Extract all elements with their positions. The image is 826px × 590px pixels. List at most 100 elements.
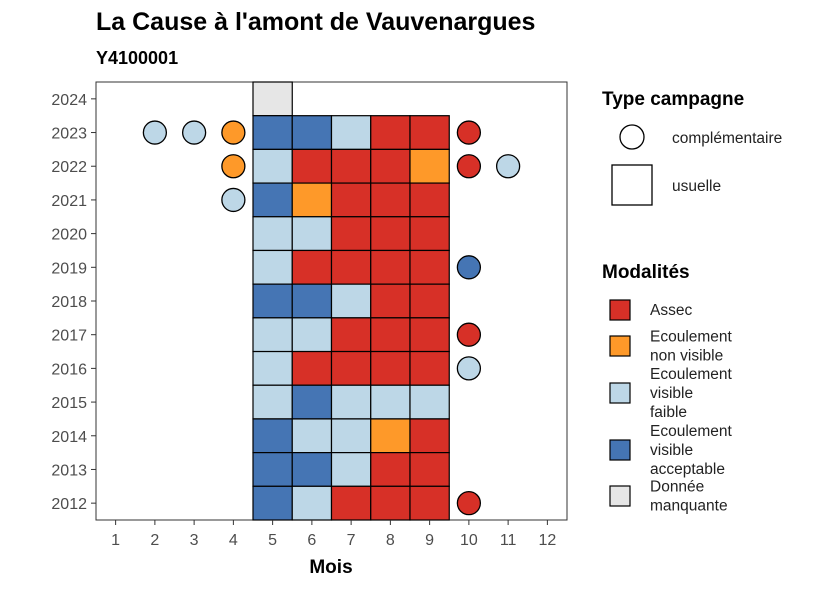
- x-tick-label: 1: [111, 532, 120, 549]
- legend-swatch: [609, 335, 631, 357]
- x-tick-label: 11: [500, 532, 517, 549]
- legend-type-campagne: Type campagne complémentaire usuelle: [602, 89, 782, 206]
- tile-2020-8: [370, 216, 411, 252]
- legend-type-title: Type campagne: [602, 89, 744, 110]
- legend-label: Ecoulement non visible: [650, 329, 733, 365]
- tile-2020-7: [330, 216, 372, 252]
- complementaire-points: [142, 120, 521, 516]
- tile-2019-6: [291, 249, 333, 285]
- legend-circle-swatch: [619, 124, 645, 150]
- tile-2018-9: [409, 283, 450, 319]
- legend-label: Ecoulement visible acceptable: [650, 423, 733, 478]
- tile-2022-6: [291, 148, 333, 184]
- tile-2021-7: [330, 182, 372, 218]
- y-tick-label: 2017: [51, 328, 87, 345]
- tile-2017-5: [252, 317, 293, 353]
- legend-square-swatch: [611, 164, 653, 206]
- tile-2017-7: [330, 317, 372, 353]
- tile-2015-5: [252, 384, 293, 420]
- point-2023-2: [142, 120, 168, 145]
- tile-2022-8: [370, 148, 411, 184]
- point-2022-11: [495, 154, 521, 179]
- y-tick-label: 2024: [51, 92, 87, 109]
- tile-2023-6: [291, 115, 333, 150]
- tile-2023-8: [370, 115, 411, 150]
- tile-2019-5: [252, 249, 293, 285]
- legend-modalites-title: Modalités: [602, 262, 690, 283]
- point-2023-3: [181, 120, 207, 145]
- tile-2012-9: [409, 485, 450, 521]
- point-2012-10: [456, 491, 482, 516]
- x-tick-label: 2: [150, 532, 159, 549]
- tile-2014-7: [330, 418, 372, 454]
- tile-2013-9: [409, 452, 450, 487]
- x-tick-label: 5: [268, 532, 277, 549]
- tile-2016-7: [330, 350, 372, 386]
- tile-2015-9: [409, 384, 450, 420]
- y-tick-label: 2018: [51, 294, 87, 311]
- tile-2018-5: [252, 283, 293, 319]
- y-tick-label: 2023: [51, 126, 87, 143]
- tile-2021-6: [291, 182, 333, 218]
- tile-2016-9: [409, 350, 450, 386]
- x-tick-label: 12: [538, 532, 556, 549]
- tile-2013-5: [252, 452, 293, 487]
- tile-2022-5: [252, 148, 293, 184]
- y-tick-label: 2020: [51, 227, 87, 244]
- chart-subtitle: Y4100001: [96, 48, 178, 68]
- tile-2014-5: [252, 418, 293, 454]
- x-tick-label: 6: [307, 532, 316, 549]
- legend-swatch: [609, 485, 631, 507]
- tile-2018-6: [291, 283, 333, 319]
- point-2016-10: [456, 356, 482, 381]
- tile-2022-7: [330, 148, 372, 184]
- y-tick-label: 2015: [51, 395, 87, 412]
- legend-label: Assec: [650, 302, 692, 319]
- tile-2012-8: [370, 485, 411, 521]
- tile-2019-7: [330, 249, 372, 285]
- tile-2017-6: [291, 317, 333, 353]
- y-tick-label: 2022: [51, 159, 87, 176]
- point-2017-10: [456, 322, 482, 347]
- tile-2014-9: [409, 418, 450, 454]
- tile-2015-8: [370, 384, 411, 420]
- tile-2018-7: [330, 283, 372, 319]
- y-tick-label: 2013: [51, 462, 87, 479]
- tile-2015-6: [291, 384, 333, 420]
- tile-2021-5: [252, 182, 293, 218]
- point-2023-4: [221, 120, 246, 145]
- legend-type-label: usuelle: [672, 178, 721, 195]
- legend-label: Donnée manquante: [650, 479, 728, 515]
- tile-2013-8: [370, 452, 411, 487]
- tile-2013-7: [330, 452, 372, 487]
- tile-2012-7: [330, 485, 372, 521]
- y-tick-label: 2012: [51, 496, 87, 513]
- tile-2019-9: [409, 249, 450, 285]
- point-2019-10: [456, 255, 482, 280]
- legend-label: Ecoulement visible faible: [650, 366, 733, 421]
- legend-swatch: [609, 299, 631, 321]
- tile-2022-9: [409, 148, 450, 184]
- tile-2021-9: [409, 182, 450, 218]
- tile-2023-9: [409, 115, 450, 150]
- tile-2020-9: [409, 216, 450, 252]
- tile-2012-5: [252, 485, 293, 521]
- x-tick-label: 10: [460, 532, 478, 549]
- tile-2013-6: [291, 452, 333, 487]
- chart-title: La Cause à l'amont de Vauvenargues: [96, 8, 535, 36]
- legend-swatch: [609, 439, 631, 461]
- y-tick-label: 2016: [51, 361, 87, 378]
- tile-2018-8: [370, 283, 411, 319]
- tile-2016-8: [370, 350, 411, 386]
- y-tick-label: 2019: [51, 260, 87, 277]
- x-axis-title: Mois: [309, 557, 352, 578]
- axes: 1 2 3 4 5 6 7 8 9 10 11 122012201320142015201620172…: [51, 92, 556, 549]
- x-tick-label: 4: [229, 532, 238, 549]
- tile-2023-7: [330, 115, 372, 150]
- point-2023-10: [456, 120, 482, 145]
- x-tick-label: 3: [190, 532, 199, 549]
- tile-2016-5: [252, 350, 293, 386]
- legend-type-label: complémentaire: [672, 130, 782, 147]
